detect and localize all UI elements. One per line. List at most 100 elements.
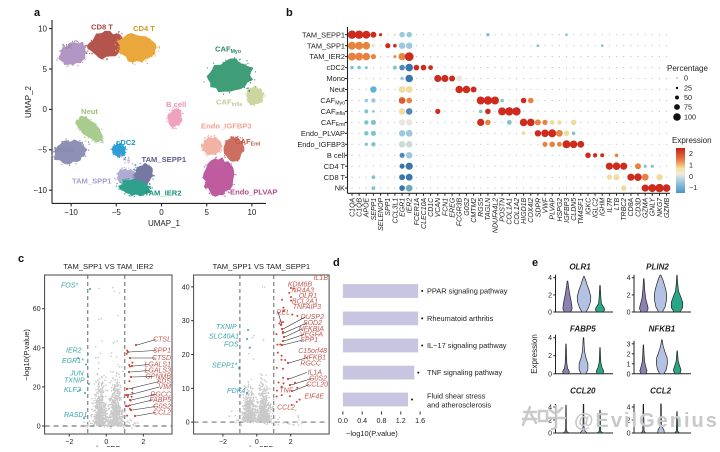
svg-text:OLR1: OLR1 [569, 263, 591, 272]
svg-text:RGCC: RGCC [300, 361, 322, 368]
svg-text:25: 25 [684, 84, 692, 93]
svg-text:BCL2A1: BCL2A1 [292, 299, 318, 306]
svg-text:CAFInfla: CAFInfla [216, 98, 242, 108]
svg-text:−log10(P.value): −log10(P.value) [346, 429, 398, 438]
svg-text:0: 0 [104, 439, 108, 446]
svg-text:C1QA: C1QA [349, 197, 356, 216]
svg-text:SPP1: SPP1 [153, 348, 171, 355]
svg-text:2: 2 [627, 418, 631, 425]
svg-text:10: 10 [182, 386, 190, 393]
svg-text:30: 30 [182, 318, 190, 325]
svg-text:−5: −5 [38, 146, 48, 155]
svg-text:CD4 T: CD4 T [133, 24, 155, 33]
svg-text:CD8A: CD8A [628, 197, 635, 216]
svg-text:EGR1*: EGR1* [62, 358, 84, 365]
svg-text:FABP5: FABP5 [149, 397, 171, 404]
svg-text:TXNIP: TXNIP [216, 324, 237, 331]
svg-text:NK: NK [62, 42, 73, 51]
svg-text:e: e [532, 257, 538, 269]
svg-text:TAM_SPP1: TAM_SPP1 [307, 41, 345, 50]
svg-text:Endo_PLVAP: Endo_PLVAP [301, 129, 345, 138]
svg-text:0.0: 0.0 [338, 416, 348, 425]
svg-text:1: 1 [689, 161, 693, 170]
svg-text:VWF: VWF [542, 197, 549, 213]
svg-text:SDPR: SDPR [535, 198, 542, 217]
svg-text:Endo_IGFBP3: Endo_IGFBP3 [201, 122, 252, 131]
svg-text:IER2: IER2 [66, 348, 82, 355]
svg-text:CLEC10A: CLEC10A [421, 197, 428, 228]
svg-text:SLC40A1: SLC40A1 [209, 334, 239, 341]
svg-text:TAM_SPP1: TAM_SPP1 [72, 176, 112, 185]
svg-text:Expression: Expression [530, 334, 539, 374]
svg-text:10: 10 [247, 208, 256, 217]
svg-text:TAM_SEPP1: TAM_SEPP1 [142, 155, 187, 164]
svg-text:0: 0 [627, 371, 631, 378]
svg-text:4: 4 [627, 275, 631, 282]
svg-text:−2: −2 [219, 439, 227, 446]
svg-text:NDUFA4L2: NDUFA4L2 [492, 198, 499, 233]
svg-text:0: 0 [684, 74, 688, 83]
svg-text:APOE: APOE [364, 197, 371, 218]
svg-text:Mono: Mono [327, 74, 346, 83]
svg-text:IL1A: IL1A [308, 370, 323, 377]
svg-text:COX4I2: COX4I2 [528, 198, 535, 223]
svg-text:−1: −1 [689, 183, 697, 192]
svg-text:2: 2 [141, 439, 145, 446]
svg-text:0: 0 [627, 431, 631, 438]
svg-text:2: 2 [548, 353, 552, 360]
svg-text:IL7R: IL7R [607, 198, 614, 213]
svg-text:CD3D: CD3D [635, 198, 642, 217]
svg-text:4: 4 [548, 335, 552, 342]
svg-text:IER2: IER2 [407, 198, 414, 214]
svg-text:C1QB: C1QB [357, 197, 364, 216]
svg-text:10: 10 [38, 24, 47, 33]
svg-text:CD1C: CD1C [428, 197, 435, 217]
svg-text:UMAP_2: UMAP_2 [24, 85, 33, 118]
svg-text:0.8: 0.8 [377, 416, 387, 425]
svg-text:COL1A1: COL1A1 [507, 198, 514, 225]
svg-text:IL1B: IL1B [314, 275, 329, 282]
svg-text:VCAN: VCAN [435, 197, 442, 217]
svg-text:0: 0 [689, 172, 693, 181]
svg-text:−10: −10 [33, 186, 47, 195]
svg-text:cDC2: cDC2 [116, 138, 135, 147]
svg-text:2: 2 [627, 351, 631, 358]
svg-text:IGHM: IGHM [600, 198, 607, 216]
svg-text:CCL2: CCL2 [650, 387, 671, 396]
svg-text:FOS*: FOS* [61, 283, 78, 290]
svg-text:PPAR signaling pathway: PPAR signaling pathway [427, 287, 508, 296]
svg-text:TAM_SPP1 VS TAM_IER2: TAM_SPP1 VS TAM_IER2 [63, 262, 153, 271]
svg-text:LGALS3: LGALS3 [145, 368, 172, 375]
svg-text:CAFEmt: CAFEmt [321, 118, 346, 128]
svg-text:SPP1: SPP1 [385, 198, 392, 216]
svg-text:−10: −10 [64, 208, 78, 217]
svg-text:SPP1: SPP1 [300, 337, 318, 344]
svg-text:0: 0 [159, 208, 164, 217]
svg-text:TNF: TNF [279, 388, 293, 395]
svg-text:TNF signaling pathway: TNF signaling pathway [427, 368, 502, 377]
svg-text:c: c [18, 253, 24, 265]
svg-text:G0S2: G0S2 [464, 198, 471, 216]
svg-text:IGFBP3: IGFBP3 [564, 198, 571, 223]
svg-text:CCL20: CCL20 [570, 387, 596, 396]
svg-text:CCL2: CCL2 [153, 410, 171, 417]
svg-text:CD4 T: CD4 T [324, 162, 346, 171]
svg-text:0: 0 [186, 420, 190, 427]
svg-text:Neut: Neut [329, 85, 345, 94]
svg-text:GPNMB: GPNMB [145, 374, 171, 381]
svg-text:RGS5: RGS5 [478, 198, 485, 217]
svg-text:NK: NK [335, 184, 345, 193]
svg-text:CD8 T: CD8 T [324, 173, 346, 182]
svg-text:SELENOP: SELENOP [378, 197, 385, 230]
svg-text:VEGFA: VEGFA [300, 332, 324, 339]
svg-text:FCN1: FCN1 [442, 198, 449, 216]
svg-text:GZMB: GZMB [664, 197, 671, 218]
svg-text:GZMA: GZMA [643, 197, 650, 218]
svg-text:60: 60 [33, 306, 41, 313]
svg-text:−5: −5 [112, 208, 122, 217]
svg-text:Endo_PLVAP: Endo_PLVAP [230, 188, 277, 197]
svg-text:CAFEmt: CAFEmt [235, 137, 261, 147]
svg-text:−2: −2 [65, 439, 73, 446]
svg-text:EREG: EREG [450, 197, 457, 217]
svg-text:2: 2 [689, 149, 693, 158]
